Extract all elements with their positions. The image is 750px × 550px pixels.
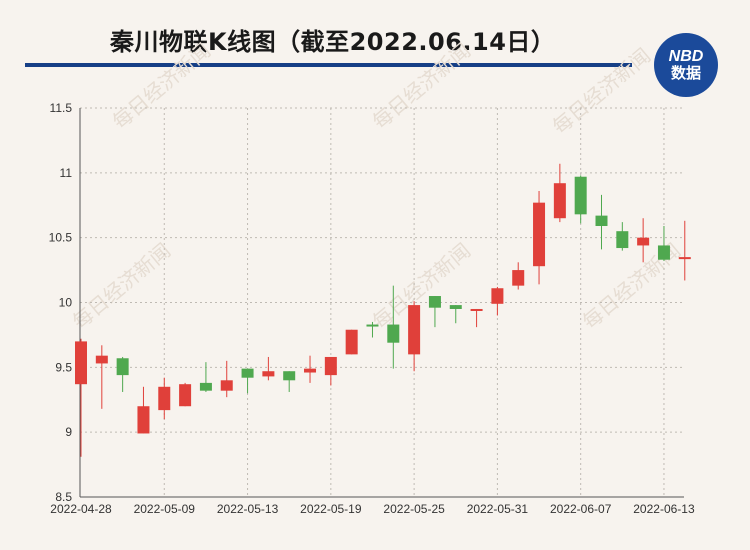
y-tick-label: 8.5 bbox=[55, 490, 72, 504]
candle bbox=[533, 190, 546, 285]
candle-body bbox=[220, 380, 233, 391]
title-underline bbox=[25, 63, 632, 67]
candle bbox=[449, 305, 462, 324]
candle bbox=[491, 286, 504, 316]
candle bbox=[657, 225, 670, 262]
watermark-text: 每日经济新闻 bbox=[108, 38, 215, 134]
watermark-text: 每日经济新闻 bbox=[368, 38, 475, 134]
candle bbox=[137, 386, 150, 434]
candle bbox=[637, 218, 650, 263]
candle-body bbox=[449, 305, 462, 309]
y-tick-label: 11 bbox=[60, 166, 73, 180]
y-tick-label: 9.5 bbox=[55, 360, 72, 374]
candle-body bbox=[345, 329, 358, 355]
candle bbox=[283, 371, 296, 392]
candle bbox=[241, 368, 254, 394]
candle-body bbox=[616, 231, 629, 249]
x-tick-label: 2022-05-09 bbox=[134, 502, 196, 516]
candle-body bbox=[366, 324, 379, 327]
chart-title: 秦川物联K线图（截至2022.06.14日） bbox=[110, 28, 556, 56]
candle bbox=[387, 285, 400, 369]
candle-body bbox=[553, 183, 566, 219]
candle-body bbox=[678, 257, 691, 260]
watermark-text: 每日经济新闻 bbox=[368, 238, 475, 334]
y-tick-label: 9 bbox=[65, 425, 72, 439]
x-tick-label: 2022-06-07 bbox=[550, 502, 612, 516]
x-tick-label: 2022-04-28 bbox=[50, 502, 112, 516]
candle-body bbox=[324, 356, 337, 376]
candle bbox=[199, 362, 212, 392]
candle bbox=[220, 360, 233, 398]
logo-top-text: NBD bbox=[668, 47, 704, 65]
candle bbox=[116, 356, 129, 392]
y-tick-label: 10.5 bbox=[49, 231, 73, 245]
candle bbox=[366, 321, 379, 338]
candle-body bbox=[428, 296, 441, 308]
x-tick-label: 2022-05-31 bbox=[467, 502, 529, 516]
candles-layer bbox=[75, 163, 691, 457]
candle bbox=[512, 262, 525, 290]
candle-body bbox=[408, 305, 421, 355]
candle-body bbox=[304, 368, 317, 373]
candle-body bbox=[283, 371, 296, 381]
candle bbox=[179, 382, 192, 407]
candle-body bbox=[95, 355, 108, 364]
candle bbox=[553, 163, 566, 223]
candle-body bbox=[637, 237, 650, 246]
x-tick-label: 2022-05-13 bbox=[217, 502, 279, 516]
candle bbox=[616, 222, 629, 251]
axis-layer: 8.5 9 9.5 10 10.5 11 11.5 2022-04-28 2022-05-09 2… bbox=[49, 101, 695, 516]
candle bbox=[304, 355, 317, 383]
candle bbox=[678, 220, 691, 281]
candle bbox=[574, 175, 587, 224]
candle bbox=[324, 356, 337, 386]
candle bbox=[428, 296, 441, 328]
candle bbox=[470, 308, 483, 328]
candle-body bbox=[116, 358, 129, 376]
candle bbox=[345, 329, 358, 355]
candle-body bbox=[512, 270, 525, 286]
candle-body bbox=[657, 245, 670, 260]
logo-bottom-text: 数据 bbox=[670, 64, 701, 82]
candle-body bbox=[491, 288, 504, 304]
candle bbox=[595, 194, 608, 250]
candle bbox=[75, 338, 87, 457]
watermark-text: 每日经济新闻 bbox=[548, 43, 655, 139]
grid-layer bbox=[80, 107, 684, 497]
candle-body bbox=[470, 308, 483, 311]
candle-body bbox=[199, 382, 212, 391]
x-tick-label: 2022-05-25 bbox=[383, 502, 445, 516]
watermark-text: 每日经济新闻 bbox=[68, 238, 175, 334]
y-tick-label: 10 bbox=[59, 296, 73, 310]
candle bbox=[262, 356, 275, 381]
candle bbox=[408, 301, 421, 372]
candle-body bbox=[137, 406, 150, 434]
candle bbox=[158, 377, 171, 420]
x-tick-label: 2022-05-19 bbox=[300, 502, 362, 516]
candle-body bbox=[533, 202, 546, 267]
candle-body bbox=[179, 384, 192, 407]
candle bbox=[95, 345, 108, 409]
candle-body bbox=[262, 371, 275, 377]
candle-body bbox=[595, 215, 608, 226]
candle-body bbox=[387, 324, 400, 343]
candle-body bbox=[241, 368, 254, 378]
y-tick-label: 11.5 bbox=[50, 101, 73, 115]
nbd-logo: NBD 数据 bbox=[654, 33, 718, 97]
candle-body bbox=[574, 176, 587, 215]
candle-body bbox=[158, 386, 171, 411]
x-tick-label: 2022-06-13 bbox=[633, 502, 695, 516]
candle-body bbox=[75, 341, 87, 385]
